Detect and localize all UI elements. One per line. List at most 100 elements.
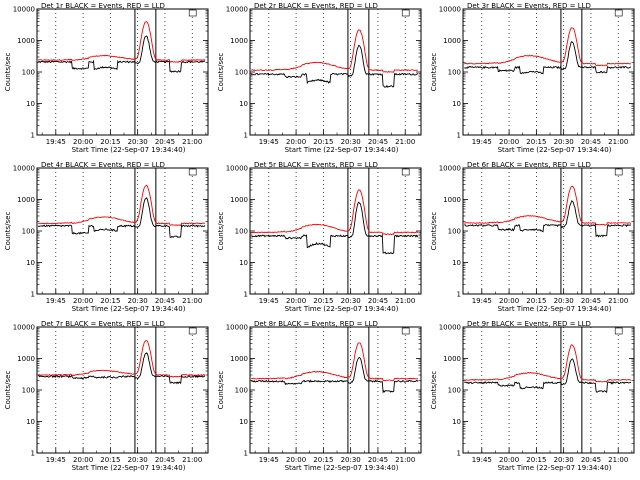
y-tick-label: 1000 xyxy=(17,355,35,363)
y-tick-label: 10 xyxy=(452,259,461,267)
x-axis-label: Start Time (22-Sep-07 19:34:40) xyxy=(498,464,612,472)
x-tick-label: 20:45 xyxy=(368,456,388,464)
x-axis-label: Start Time (22-Sep-07 19:34:40) xyxy=(72,464,186,472)
y-tick-label: 1000 xyxy=(443,196,461,204)
series-line-events xyxy=(38,35,206,73)
x-tick-label: 20:45 xyxy=(155,297,175,305)
y-tick-label: 1 xyxy=(31,132,35,140)
x-tick-label: 20:30 xyxy=(554,456,574,464)
y-tick-label: 1000 xyxy=(230,196,248,204)
x-tick-label: 19:45 xyxy=(472,138,492,146)
y-tick-label: 10000 xyxy=(226,324,248,332)
x-tick-label: 20:00 xyxy=(73,456,93,464)
series-line-events xyxy=(37,197,206,239)
x-tick-label: 20:15 xyxy=(526,138,546,146)
plot-frame xyxy=(36,326,209,454)
y-tick-label: 1 xyxy=(31,291,35,299)
y-tick-label: 10000 xyxy=(13,324,35,332)
y-tick-label: 1 xyxy=(244,291,248,299)
y-axis-label: Counts/sec xyxy=(217,371,225,410)
x-tick-label: 21:00 xyxy=(608,456,628,464)
panel-det-9: Det 9r BLACK = Events, RED = LLD Counts/s… xyxy=(430,320,635,472)
plot-frame xyxy=(249,167,422,295)
x-axis-label: Start Time (22-Sep-07 19:34:40) xyxy=(72,146,186,154)
x-tick-label: 20:00 xyxy=(73,297,93,305)
x-tick-label: 20:15 xyxy=(100,297,120,305)
x-tick-label: 21:00 xyxy=(395,456,415,464)
y-tick-label: 100 xyxy=(448,387,461,395)
y-tick-label: 10 xyxy=(26,418,35,426)
plot-frame xyxy=(36,8,209,136)
y-axis-label: Counts/sec xyxy=(217,53,225,92)
panel-title: Det 2r BLACK = Events, RED = LLD xyxy=(254,2,378,10)
x-tick-label: 19:45 xyxy=(46,138,66,146)
panel-det-2: Det 2r BLACK = Events, RED = LLD Counts/s… xyxy=(217,2,422,154)
y-axis-label: Counts/sec xyxy=(4,53,12,92)
x-tick-label: 20:30 xyxy=(128,138,148,146)
x-tick-label: 20:00 xyxy=(73,138,93,146)
panel-det-4: Det 4r BLACK = Events, RED = LLD Counts/s… xyxy=(4,161,209,313)
x-axis-label: Start Time (22-Sep-07 19:34:40) xyxy=(285,146,399,154)
series-line-lld xyxy=(464,185,632,226)
panel-title: Det 1r BLACK = Events, RED = LLD xyxy=(41,2,165,10)
y-axis-label: Counts/sec xyxy=(430,53,438,92)
x-tick-label: 20:30 xyxy=(341,456,361,464)
y-tick-label: 10000 xyxy=(13,6,35,14)
y-tick-label: 10 xyxy=(452,100,461,108)
y-tick-label: 1000 xyxy=(230,355,248,363)
panel-det-5: Det 5r BLACK = Events, RED = LLD Counts/s… xyxy=(217,161,422,313)
x-tick-label: 20:00 xyxy=(499,138,519,146)
series-line-lld xyxy=(464,27,632,67)
x-axis-label: Start Time (22-Sep-07 19:34:40) xyxy=(285,305,399,313)
y-tick-label: 100 xyxy=(448,69,461,77)
x-tick-label: 20:00 xyxy=(286,456,306,464)
panel-title: Det 4r BLACK = Events, RED = LLD xyxy=(41,161,165,169)
x-tick-label: 21:00 xyxy=(395,138,415,146)
x-tick-label: 19:45 xyxy=(46,297,66,305)
y-tick-label: 1000 xyxy=(17,196,35,204)
y-tick-label: 100 xyxy=(22,69,35,77)
panel-title: Det 3r BLACK = Events, RED = LLD xyxy=(467,2,591,10)
x-tick-label: 20:00 xyxy=(499,456,519,464)
legend-box xyxy=(401,168,410,176)
y-tick-label: 100 xyxy=(448,228,461,236)
panel-title: Det 8r BLACK = Events, RED = LLD xyxy=(254,320,378,328)
series-line-lld xyxy=(37,340,206,378)
legend-box xyxy=(401,327,410,335)
y-tick-label: 100 xyxy=(235,69,248,77)
x-tick-label: 19:45 xyxy=(472,456,492,464)
x-tick-label: 20:45 xyxy=(581,138,601,146)
panel-title: Det 6r BLACK = Events, RED = LLD xyxy=(467,161,591,169)
x-tick-label: 21:00 xyxy=(182,456,202,464)
plot-frame xyxy=(249,8,422,136)
x-tick-label: 20:30 xyxy=(554,138,574,146)
y-tick-label: 10000 xyxy=(226,165,248,173)
x-tick-label: 19:45 xyxy=(46,456,66,464)
x-tick-label: 20:00 xyxy=(286,297,306,305)
plot-frame xyxy=(462,326,635,454)
x-axis-label: Start Time (22-Sep-07 19:34:40) xyxy=(285,464,399,472)
y-tick-label: 10 xyxy=(26,100,35,108)
y-tick-label: 10 xyxy=(239,100,248,108)
y-tick-label: 1000 xyxy=(17,37,35,45)
y-tick-label: 100 xyxy=(22,387,35,395)
legend-box xyxy=(188,327,197,335)
y-tick-label: 1000 xyxy=(443,355,461,363)
x-tick-label: 20:15 xyxy=(313,297,333,305)
x-tick-label: 20:15 xyxy=(313,138,333,146)
series-line-lld xyxy=(250,342,419,382)
y-tick-label: 10000 xyxy=(439,165,461,173)
x-tick-label: 20:00 xyxy=(286,138,306,146)
x-tick-label: 20:15 xyxy=(100,456,120,464)
y-tick-label: 10 xyxy=(26,259,35,267)
x-tick-label: 21:00 xyxy=(608,138,628,146)
legend-box xyxy=(614,168,623,176)
x-tick-label: 21:00 xyxy=(608,297,628,305)
x-tick-label: 20:15 xyxy=(526,297,546,305)
x-tick-label: 20:30 xyxy=(554,297,574,305)
y-tick-label: 10000 xyxy=(226,6,248,14)
panel-det-7: Det 7r BLACK = Events, RED = LLD Counts/s… xyxy=(4,320,209,472)
series-line-lld xyxy=(38,184,206,226)
series-line-events xyxy=(464,40,631,75)
y-tick-label: 10000 xyxy=(439,6,461,14)
